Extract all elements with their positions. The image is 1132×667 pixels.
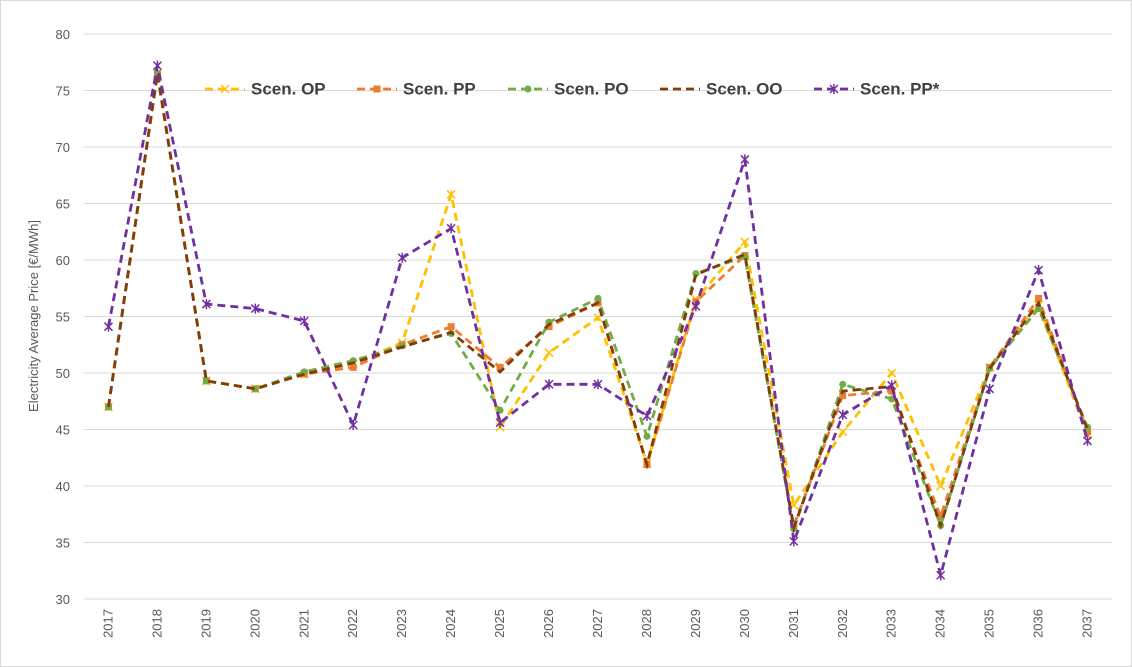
marker: [838, 427, 848, 437]
marker: [496, 363, 504, 371]
x-tick-label: 2021: [296, 609, 311, 638]
x-tick-label: 2036: [1031, 609, 1046, 638]
marker: [250, 303, 260, 314]
marker: [985, 383, 995, 394]
x-tick-label: 2018: [149, 609, 164, 638]
marker: [936, 570, 946, 581]
x-tick-label: 2019: [198, 609, 213, 638]
y-tick-label: 55: [56, 310, 70, 325]
x-tick-label: 2025: [492, 609, 507, 638]
x-tick-label: 2027: [590, 609, 605, 638]
marker: [838, 409, 848, 420]
marker: [740, 237, 750, 247]
marker: [152, 60, 162, 71]
legend-label: Scen. PP*: [860, 79, 940, 98]
marker: [887, 368, 897, 378]
marker: [839, 380, 847, 388]
marker: [545, 323, 553, 331]
marker: [1082, 435, 1093, 446]
marker: [202, 377, 210, 385]
marker: [1034, 265, 1044, 276]
legend-label: Scen. PO: [554, 79, 629, 98]
marker: [839, 392, 847, 400]
x-tick-label: 2024: [443, 609, 458, 638]
marker: [524, 85, 532, 93]
marker: [936, 481, 946, 491]
marker: [251, 385, 259, 393]
y-tick-label: 35: [56, 536, 70, 551]
marker: [593, 379, 603, 390]
marker: [495, 417, 505, 428]
y-tick-label: 70: [56, 140, 70, 155]
marker: [692, 270, 700, 278]
marker: [887, 380, 897, 391]
x-tick-label: 2020: [247, 609, 262, 638]
y-axis-label: Electricity Average Price [€/MWh]: [26, 220, 41, 412]
marker: [642, 410, 652, 421]
marker: [594, 294, 602, 302]
x-tick-label: 2030: [737, 609, 752, 638]
marker: [1035, 305, 1043, 313]
x-tick-label: 2028: [639, 609, 654, 638]
marker: [201, 299, 211, 310]
marker: [446, 189, 456, 199]
x-tick-label: 2037: [1080, 609, 1095, 638]
marker: [349, 363, 357, 371]
marker: [829, 84, 839, 94]
y-tick-label: 45: [56, 423, 70, 438]
y-tick-label: 65: [56, 197, 70, 212]
marker: [397, 252, 407, 263]
marker: [789, 536, 799, 547]
y-tick-label: 50: [56, 366, 70, 381]
marker: [740, 154, 750, 165]
marker: [888, 387, 896, 395]
marker: [103, 321, 114, 332]
y-tick-label: 75: [56, 84, 70, 99]
marker: [691, 301, 701, 312]
marker: [1084, 428, 1092, 436]
x-tick-label: 2022: [345, 609, 360, 638]
y-tick-label: 30: [56, 592, 70, 607]
marker: [544, 379, 554, 390]
x-tick-label: 2035: [982, 609, 997, 638]
x-tick-label: 2023: [394, 609, 409, 638]
legend-label: Scen. OO: [706, 79, 783, 98]
marker: [544, 348, 554, 358]
x-tick-label: 2029: [688, 609, 703, 638]
marker: [937, 513, 945, 521]
marker: [220, 84, 230, 94]
legend-label: Scen. PP: [403, 79, 476, 98]
series-line: [107, 73, 1089, 534]
x-tick-label: 2033: [884, 609, 899, 638]
marker: [1035, 294, 1043, 302]
marker: [299, 316, 309, 327]
x-tick-label: 2034: [933, 609, 948, 638]
marker: [446, 223, 456, 234]
y-tick-label: 80: [56, 27, 70, 42]
marker: [447, 323, 455, 331]
marker: [643, 432, 651, 440]
y-tick-label: 40: [56, 479, 70, 494]
x-tick-label: 2032: [835, 609, 850, 638]
marker: [348, 419, 358, 430]
y-tick-label: 60: [56, 253, 70, 268]
x-tick-label: 2031: [786, 609, 801, 638]
x-tick-label: 2026: [541, 609, 556, 638]
marker: [373, 85, 381, 93]
legend-label: Scen. OP: [251, 79, 326, 98]
x-tick-label: 2017: [100, 609, 115, 638]
